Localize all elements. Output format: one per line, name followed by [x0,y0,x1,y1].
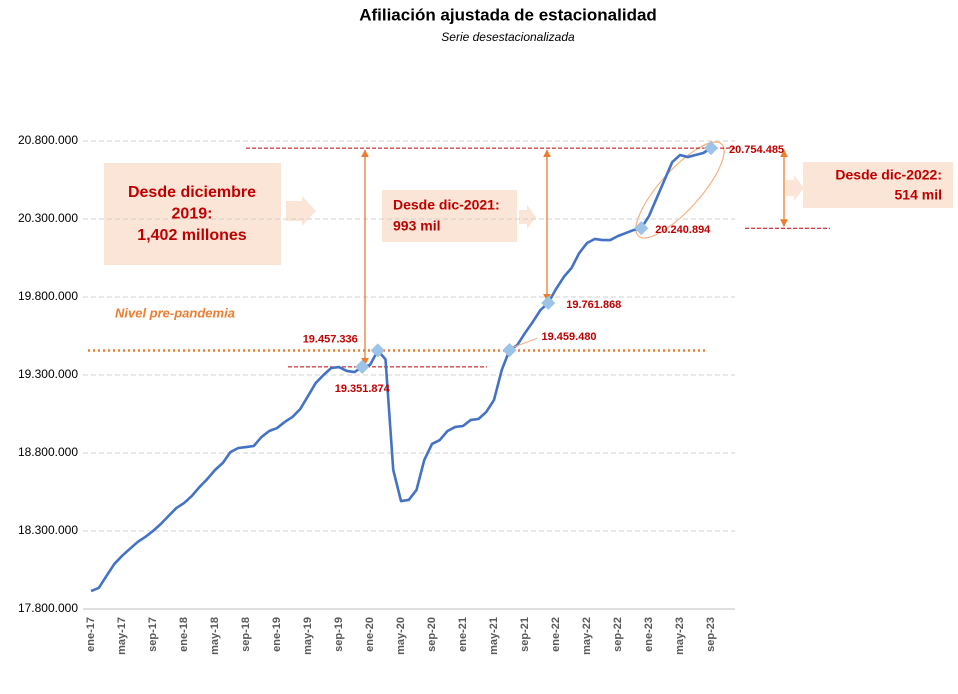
x-tick-label: ene-22 [550,617,562,652]
x-tick-label: may-19 [302,617,314,655]
annotation-text: 993 mil [393,218,440,234]
y-tick-label: 18.300.000 [18,523,78,537]
annotation-text: 514 mil [895,187,942,203]
highlight-marker [541,295,556,311]
x-tick-label: may-21 [488,617,500,655]
value-label: 19.761.868 [566,299,621,311]
x-tick-label: ene-18 [178,617,190,652]
x-tick-label: may-23 [674,617,686,655]
value-label: 19.459.480 [542,331,597,343]
annotation-arrow [519,205,536,229]
value-label: 20.240.894 [655,224,711,236]
x-tick-label: sep-17 [147,617,159,652]
highlight-marker [502,343,517,358]
annotation-text: Desde dic-2021: [393,197,500,213]
value-label: 20.754.485 [729,144,784,156]
x-tick-label: ene-23 [643,617,655,652]
x-tick-label: sep-22 [612,617,624,652]
x-tick-label: ene-19 [271,617,283,652]
x-tick-label: sep-19 [333,617,345,652]
highlight-marker [634,221,649,236]
highlight-marker [703,141,719,156]
annotation-arrow [786,175,804,201]
annotation-text: Desde diciembre [128,184,256,201]
annotation-text: 1,402 millones [137,227,246,244]
y-tick-label: 20.300.000 [18,211,78,225]
reference-label: Nivel pre-pandemia [115,305,235,320]
x-tick-label: sep-23 [705,617,717,652]
leader-line [513,337,538,348]
highlight-marker [370,343,385,358]
x-tick-label: sep-20 [426,617,438,652]
x-tick-label: may-18 [209,617,221,655]
y-tick-label: 20.800.000 [18,133,78,147]
x-tick-label: ene-17 [85,617,97,652]
y-tick-label: 17.800.000 [18,601,78,615]
chart-title: Afiliación ajustada de estacionalidad [359,5,657,24]
x-tick-label: may-20 [395,617,407,655]
y-tick-label: 18.800.000 [18,445,78,459]
data-line [90,147,712,593]
x-tick-label: sep-18 [240,617,252,652]
x-tick-label: may-17 [116,617,128,655]
x-tick-label: may-22 [581,617,593,655]
value-label: 19.351.874 [335,383,391,395]
y-tick-label: 19.800.000 [18,289,78,303]
x-tick-label: sep-21 [519,617,531,652]
annotation-text: Desde dic-2022: [835,167,942,183]
chart-subtitle: Serie desestacionalizada [441,30,575,44]
annotation-arrow [286,196,316,226]
y-tick-label: 19.300.000 [18,367,78,381]
annotation-box [104,163,281,265]
annotation-text: 2019: [172,206,213,223]
highlight-marker [355,359,370,374]
x-tick-label: ene-20 [364,617,376,652]
annotation-box [803,162,953,208]
value-label: 19.457.336 [303,333,358,345]
x-tick-label: ene-21 [457,617,469,652]
annotation-box [382,190,517,242]
